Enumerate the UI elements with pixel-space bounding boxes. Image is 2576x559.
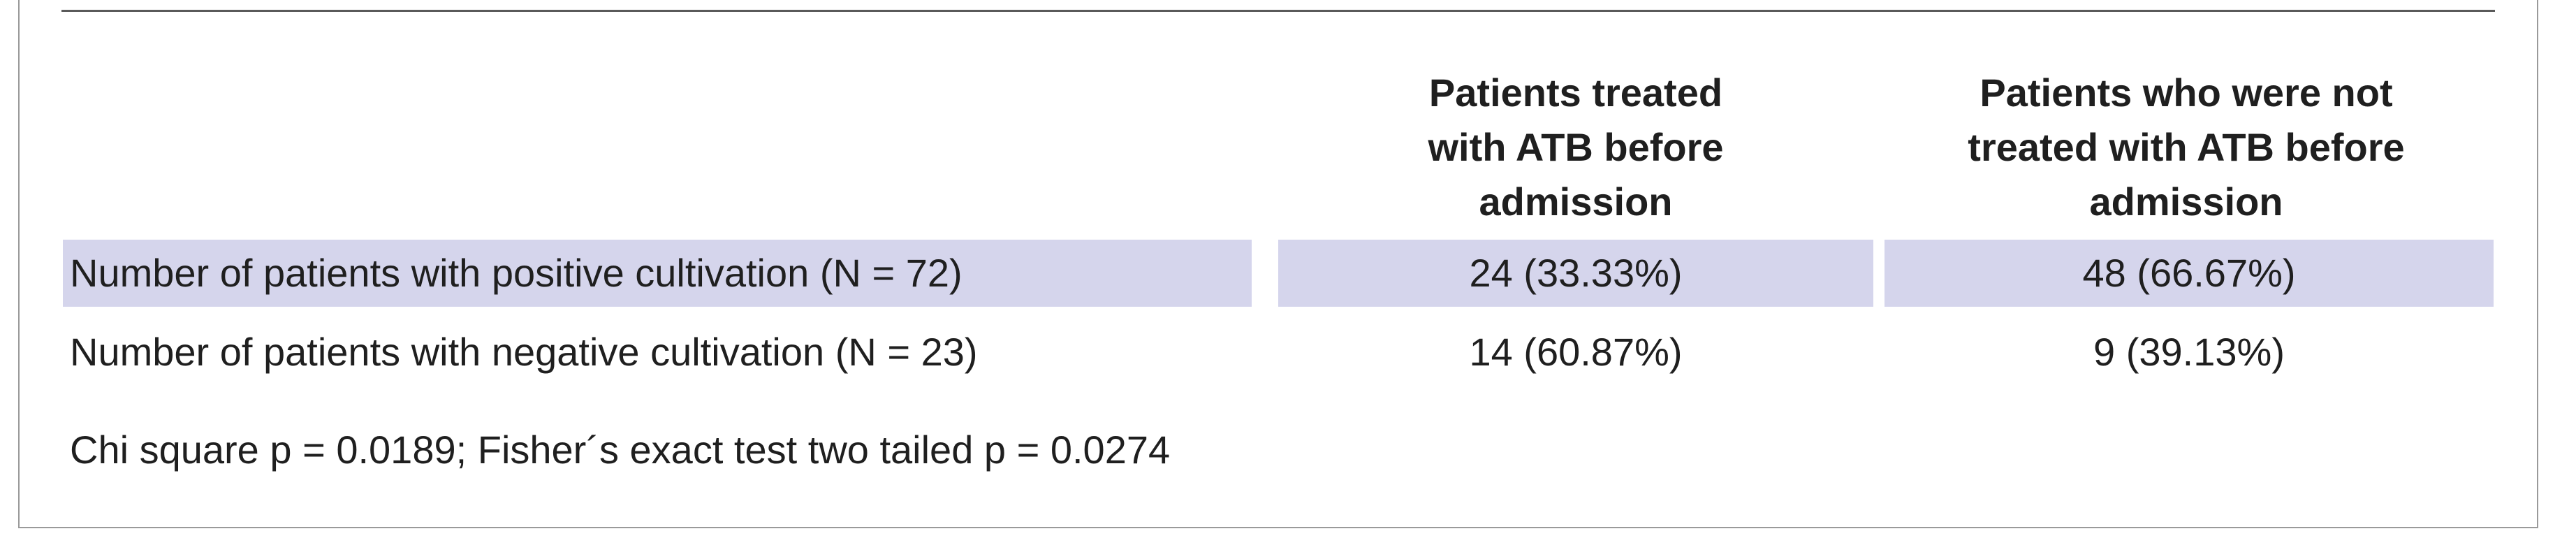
table-frame xyxy=(18,0,2538,528)
cell-negative-not-treated: 9 (39.13%) xyxy=(2093,330,2285,374)
row-highlight-treated xyxy=(1278,240,1873,307)
cell-positive-treated: 24 (33.33%) xyxy=(1469,251,1683,295)
cell-negative-treated: 14 (60.87%) xyxy=(1469,330,1683,374)
table-footnote: Chi square p = 0.0189; Fisher´s exact te… xyxy=(70,428,1171,472)
row-highlight-not-treated xyxy=(1885,240,2494,307)
row-label-negative: Number of patients with negative cultiva… xyxy=(70,330,978,374)
column-header-treated: Patients treated with ATB before admissi… xyxy=(1428,71,1724,224)
table-top-rule xyxy=(61,10,2495,12)
column-header-not-treated: Patients who were not treated with ATB b… xyxy=(1968,71,2405,224)
cell-positive-not-treated: 48 (66.67%) xyxy=(2082,251,2296,295)
row-highlight-label xyxy=(63,240,1252,307)
row-label-positive: Number of patients with positive cultiva… xyxy=(70,251,963,295)
